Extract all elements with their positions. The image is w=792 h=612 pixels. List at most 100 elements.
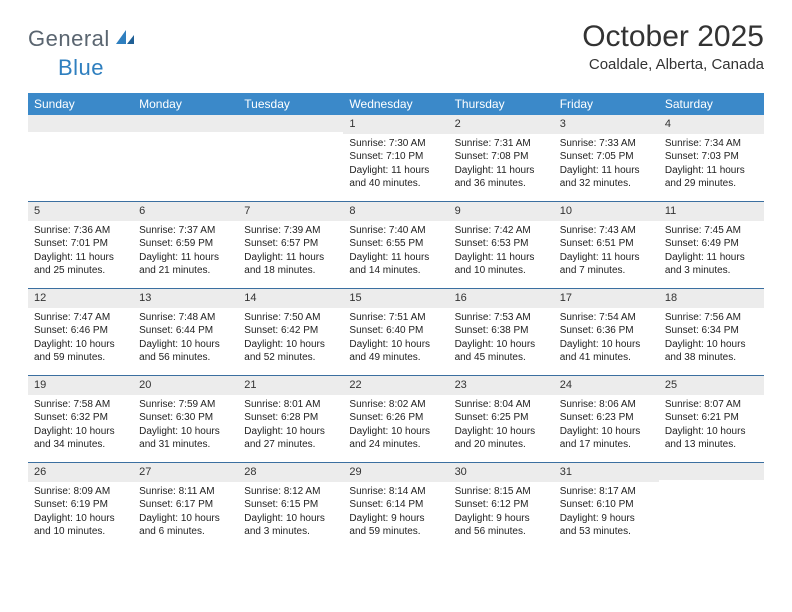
sunrise-line: Sunrise: 8:07 AM xyxy=(665,398,758,412)
day-number: 4 xyxy=(659,115,764,134)
day-number: 14 xyxy=(238,289,343,308)
daylight-line: Daylight: 11 hours and 21 minutes. xyxy=(139,251,232,278)
day-cell: 18Sunrise: 7:56 AMSunset: 6:34 PMDayligh… xyxy=(659,289,764,375)
dow-friday: Friday xyxy=(554,93,659,115)
sunset-line: Sunset: 7:08 PM xyxy=(455,150,548,164)
daylight-line: Daylight: 10 hours and 17 minutes. xyxy=(560,425,653,452)
day-cell: 22Sunrise: 8:02 AMSunset: 6:26 PMDayligh… xyxy=(343,376,448,462)
day-number: 3 xyxy=(554,115,659,134)
day-cell: 8Sunrise: 7:40 AMSunset: 6:55 PMDaylight… xyxy=(343,202,448,288)
day-details: Sunrise: 7:33 AMSunset: 7:05 PMDaylight:… xyxy=(554,134,659,197)
day-details: Sunrise: 8:09 AMSunset: 6:19 PMDaylight:… xyxy=(28,482,133,545)
sunrise-line: Sunrise: 8:02 AM xyxy=(349,398,442,412)
day-number: 12 xyxy=(28,289,133,308)
sunset-line: Sunset: 6:30 PM xyxy=(139,411,232,425)
day-number: 20 xyxy=(133,376,238,395)
day-number xyxy=(659,463,764,480)
day-number xyxy=(133,115,238,132)
day-number: 27 xyxy=(133,463,238,482)
day-details: Sunrise: 8:06 AMSunset: 6:23 PMDaylight:… xyxy=(554,395,659,458)
day-number: 22 xyxy=(343,376,448,395)
sunrise-line: Sunrise: 8:06 AM xyxy=(560,398,653,412)
sunrise-line: Sunrise: 7:33 AM xyxy=(560,137,653,151)
daylight-line: Daylight: 10 hours and 6 minutes. xyxy=(139,512,232,539)
day-details: Sunrise: 7:31 AMSunset: 7:08 PMDaylight:… xyxy=(449,134,554,197)
day-cell: 23Sunrise: 8:04 AMSunset: 6:25 PMDayligh… xyxy=(449,376,554,462)
day-cell: 20Sunrise: 7:59 AMSunset: 6:30 PMDayligh… xyxy=(133,376,238,462)
day-number: 9 xyxy=(449,202,554,221)
day-details: Sunrise: 7:47 AMSunset: 6:46 PMDaylight:… xyxy=(28,308,133,371)
day-number: 16 xyxy=(449,289,554,308)
day-cell: 31 Sunrise: 8:17 AMSunset: 6:10 PMDayligh… xyxy=(554,463,659,549)
sunset-line: Sunset: 6:51 PM xyxy=(560,237,653,251)
daylight-line: Daylight: 10 hours and 45 minutes. xyxy=(455,338,548,365)
sunset-line: Sunset: 6:53 PM xyxy=(455,237,548,251)
daylight-line: Daylight: 9 hours and 59 minutes. xyxy=(349,512,442,539)
daylight-line: Daylight: 11 hours and 18 minutes. xyxy=(244,251,337,278)
day-details: Sunrise: 7:51 AMSunset: 6:40 PMDaylight:… xyxy=(343,308,448,371)
empty-cell xyxy=(238,115,343,201)
sunrise-line: Sunrise: 8:14 AM xyxy=(349,485,442,499)
daylight-line: Daylight: 11 hours and 32 minutes. xyxy=(560,164,653,191)
daylight-line: Daylight: 10 hours and 20 minutes. xyxy=(455,425,548,452)
daylight-line: Daylight: 11 hours and 7 minutes. xyxy=(560,251,653,278)
sunset-line: Sunset: 6:40 PM xyxy=(349,324,442,338)
sunset-line: Sunset: 6:19 PM xyxy=(34,498,127,512)
daylight-line: Daylight: 9 hours and 53 minutes. xyxy=(560,512,653,539)
day-number: 18 xyxy=(659,289,764,308)
sunrise-line: Sunrise: 7:40 AM xyxy=(349,224,442,238)
week-row: 12Sunrise: 7:47 AMSunset: 6:46 PMDayligh… xyxy=(28,289,764,376)
day-details: Sunrise: 7:58 AMSunset: 6:32 PMDaylight:… xyxy=(28,395,133,458)
day-details: Sunrise: 7:37 AMSunset: 6:59 PMDaylight:… xyxy=(133,221,238,284)
week-row: 1Sunrise: 7:30 AMSunset: 7:10 PMDaylight… xyxy=(28,115,764,202)
day-details: Sunrise: 8:04 AMSunset: 6:25 PMDaylight:… xyxy=(449,395,554,458)
sunset-line: Sunset: 6:42 PM xyxy=(244,324,337,338)
daylight-line: Daylight: 11 hours and 10 minutes. xyxy=(455,251,548,278)
calendar-page: General October 2025 Coaldale, Alberta, … xyxy=(0,0,792,569)
day-cell: 25Sunrise: 8:07 AMSunset: 6:21 PMDayligh… xyxy=(659,376,764,462)
sunrise-line: Sunrise: 7:48 AM xyxy=(139,311,232,325)
sunrise-line: Sunrise: 7:42 AM xyxy=(455,224,548,238)
sunrise-line: Sunrise: 8:15 AM xyxy=(455,485,548,499)
day-number: 28 xyxy=(238,463,343,482)
day-number: 31 xyxy=(554,463,659,482)
sunset-line: Sunset: 6:55 PM xyxy=(349,237,442,251)
empty-cell xyxy=(659,463,764,549)
day-number: 17 xyxy=(554,289,659,308)
logo-text-b: Blue xyxy=(58,55,104,80)
sunset-line: Sunset: 6:15 PM xyxy=(244,498,337,512)
dow-saturday: Saturday xyxy=(659,93,764,115)
day-cell: 2Sunrise: 7:31 AMSunset: 7:08 PMDaylight… xyxy=(449,115,554,201)
sunrise-line: Sunrise: 8:01 AM xyxy=(244,398,337,412)
daylight-line: Daylight: 10 hours and 41 minutes. xyxy=(560,338,653,365)
sunset-line: Sunset: 6:34 PM xyxy=(665,324,758,338)
dow-thursday: Thursday xyxy=(449,93,554,115)
day-cell: 28Sunrise: 8:12 AMSunset: 6:15 PMDayligh… xyxy=(238,463,343,549)
dow-sunday: Sunday xyxy=(28,93,133,115)
day-number: 1 xyxy=(343,115,448,134)
sunrise-line: Sunrise: 7:53 AM xyxy=(455,311,548,325)
day-number: 6 xyxy=(133,202,238,221)
dow-header-row: Sunday Monday Tuesday Wednesday Thursday… xyxy=(28,93,764,115)
sunrise-line: Sunrise: 8:17 AM xyxy=(560,485,653,499)
day-details: Sunrise: 7:54 AMSunset: 6:36 PMDaylight:… xyxy=(554,308,659,371)
sunrise-line: Sunrise: 7:37 AM xyxy=(139,224,232,238)
day-details: Sunrise: 7:34 AMSunset: 7:03 PMDaylight:… xyxy=(659,134,764,197)
sunset-line: Sunset: 6:17 PM xyxy=(139,498,232,512)
day-details: Sunrise: 7:43 AMSunset: 6:51 PMDaylight:… xyxy=(554,221,659,284)
day-details: Sunrise: 7:42 AMSunset: 6:53 PMDaylight:… xyxy=(449,221,554,284)
sunset-line: Sunset: 6:49 PM xyxy=(665,237,758,251)
sunset-line: Sunset: 6:14 PM xyxy=(349,498,442,512)
day-details: Sunrise: 8:01 AMSunset: 6:28 PMDaylight:… xyxy=(238,395,343,458)
day-cell: 13Sunrise: 7:48 AMSunset: 6:44 PMDayligh… xyxy=(133,289,238,375)
day-cell: 27Sunrise: 8:11 AMSunset: 6:17 PMDayligh… xyxy=(133,463,238,549)
day-details: Sunrise: 8:14 AMSunset: 6:14 PMDaylight:… xyxy=(343,482,448,545)
sunset-line: Sunset: 6:32 PM xyxy=(34,411,127,425)
day-cell: 7Sunrise: 7:39 AMSunset: 6:57 PMDaylight… xyxy=(238,202,343,288)
sunset-line: Sunset: 6:10 PM xyxy=(560,498,653,512)
sunset-line: Sunset: 7:10 PM xyxy=(349,150,442,164)
day-number: 5 xyxy=(28,202,133,221)
weeks-container: 1Sunrise: 7:30 AMSunset: 7:10 PMDaylight… xyxy=(28,115,764,549)
day-cell: 15Sunrise: 7:51 AMSunset: 6:40 PMDayligh… xyxy=(343,289,448,375)
day-details: Sunrise: 8:15 AMSunset: 6:12 PMDaylight:… xyxy=(449,482,554,545)
